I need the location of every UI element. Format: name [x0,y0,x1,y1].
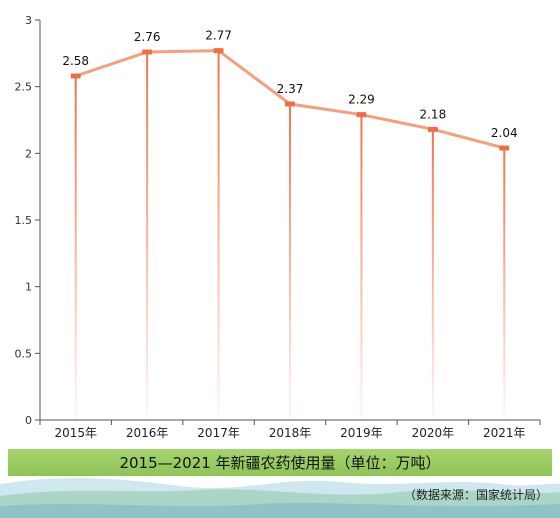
decorative-hills [0,478,560,518]
data-source-text: （数据来源：国家统计局） [403,488,548,502]
drop-line [289,104,291,420]
data-label: 2.58 [62,54,89,68]
x-tick-label: 2019年 [340,426,383,440]
data-source: （数据来源：国家统计局） [404,486,548,503]
x-tick-label: 2017年 [197,426,240,440]
drop-line [146,52,149,420]
x-tick-label: 2020年 [412,426,455,440]
data-point [70,73,81,79]
data-label: 2.04 [491,126,518,140]
x-tick-label: 2015年 [54,426,97,440]
data-point [142,49,153,55]
data-labels: 2.58 2.76 2.77 2.37 2.29 2.18 2.04 [62,29,517,140]
data-point [213,48,224,54]
data-point [499,145,510,151]
data-point [427,126,438,132]
y-tick-label: 3 [25,14,32,27]
drop-line [217,50,220,421]
chart-title: 2015—2021 年新疆农药使用量（单位：万吨） [8,449,552,476]
drop-lines [74,50,506,421]
y-axis: 0 0.5 1 1.5 2 2.5 3 [15,14,41,427]
y-tick-label: 2 [25,147,32,160]
data-point [285,101,295,107]
y-tick-label: 1 [25,281,32,294]
y-tick-label: 0 [25,414,32,427]
data-label: 2.18 [419,107,446,121]
data-label: 2.37 [277,82,304,96]
x-tick-label: 2021年 [483,426,526,440]
y-tick-label: 2.5 [15,81,33,94]
data-label: 2.77 [205,29,232,43]
data-label: 2.76 [134,30,161,44]
x-tick-label: 2018年 [269,426,312,440]
x-tick-label: 2016年 [126,426,169,440]
line-chart: 00.511.522.53 2015年 2016年 2017年 2018年 2019年 2… [15,14,541,440]
drop-line [503,148,506,420]
data-label: 2.29 [348,93,375,107]
y-tick-label: 0.5 [15,347,33,360]
chart-title-text: 2015—2021 年新疆农药使用量（单位：万吨） [119,454,441,472]
drop-line [74,76,77,420]
data-points [70,48,510,151]
drop-line [360,114,363,421]
y-tick-label: 1.5 [15,214,33,227]
x-axis: 2015年 2016年 2017年 2018年 2019年 2020年 2021年 [39,419,541,440]
drop-line [431,129,434,421]
data-point [356,112,367,118]
